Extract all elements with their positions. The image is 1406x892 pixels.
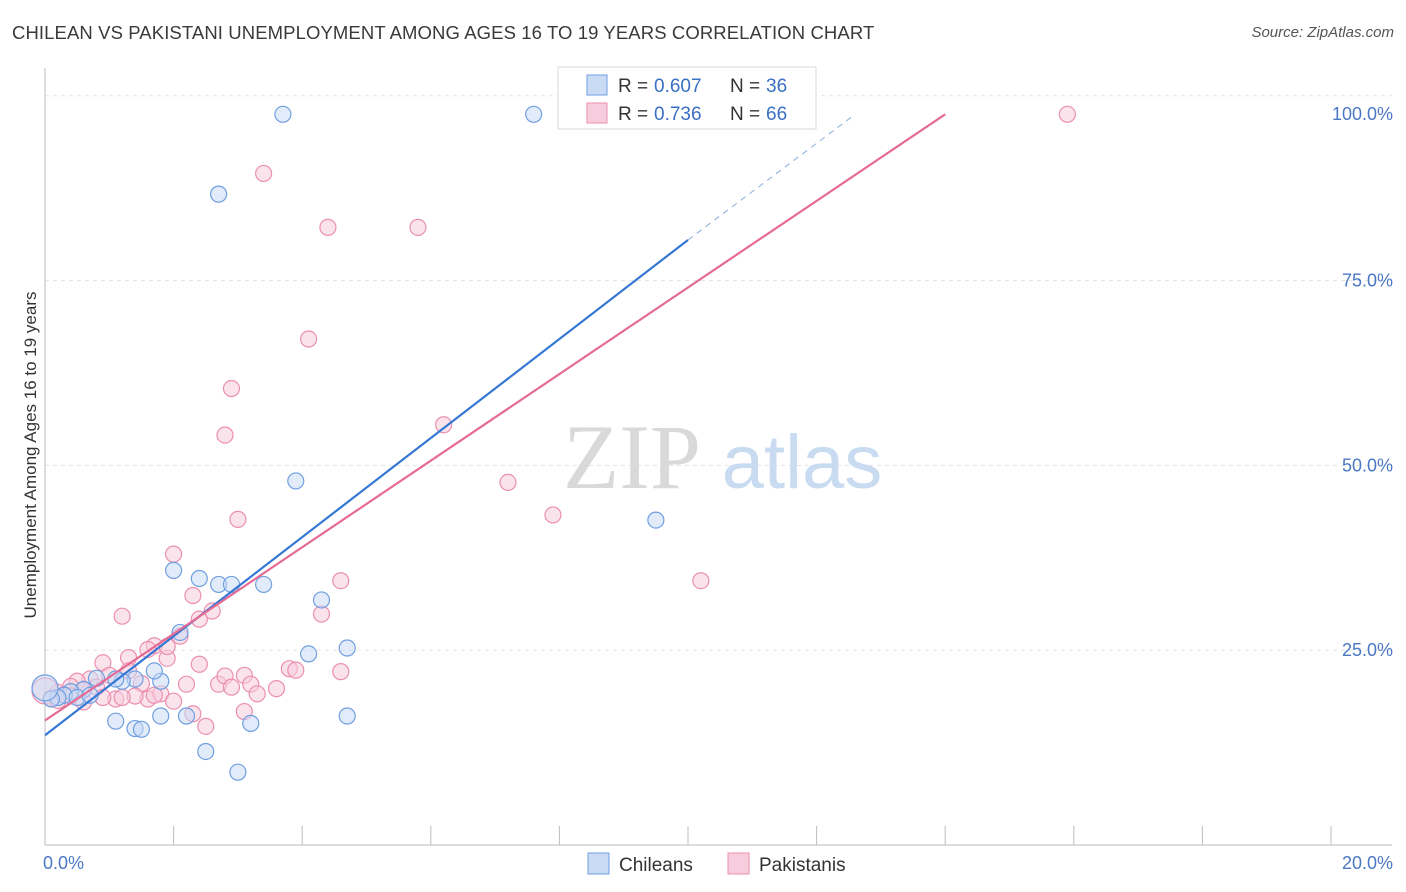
tick-labels: 25.0% 50.0% 75.0% 100.0% 0.0% 20.0% bbox=[43, 104, 1393, 873]
pakistanis-point-21 bbox=[190, 610, 208, 628]
legend-r-value-pakistanis: 0.736 bbox=[654, 104, 702, 125]
watermark-zip: ZIP bbox=[563, 406, 701, 508]
chileans-point-32 bbox=[177, 707, 196, 725]
legend-n-value-pakistanis: 66 bbox=[766, 104, 787, 125]
pakistanis-point-16 bbox=[203, 602, 221, 620]
chileans-point-5 bbox=[165, 561, 183, 579]
y-tick-label-3: 100.0% bbox=[1332, 104, 1393, 124]
chileans-point-30 bbox=[132, 720, 151, 738]
axes bbox=[44, 68, 1392, 846]
watermark: ZIP atlas bbox=[563, 406, 882, 508]
chileans-point-24 bbox=[31, 674, 59, 702]
pakistanis-point-46 bbox=[177, 675, 196, 693]
pakistanis-point-8 bbox=[216, 426, 234, 444]
legend: R = 0.607 N = 36 R = 0.736 N = 66 bbox=[557, 66, 817, 130]
bottom-legend-chileans: Chileans bbox=[619, 855, 693, 876]
trend-lines bbox=[44, 113, 946, 737]
pakistanis-point-59 bbox=[197, 717, 215, 735]
pakistanis-point-65 bbox=[248, 685, 266, 703]
x-tick-label-max: 20.0% bbox=[1342, 853, 1393, 873]
bottom-legend-swatch-chileans bbox=[587, 852, 610, 875]
legend-swatch-pakistanis bbox=[586, 102, 608, 124]
pakistanis-point-28 bbox=[190, 655, 208, 673]
pakistanis-point-12 bbox=[544, 506, 562, 524]
pakistanis-point-51 bbox=[222, 678, 241, 696]
pakistanis-point-6 bbox=[300, 330, 318, 348]
chileans-point-35 bbox=[197, 742, 215, 761]
chileans-points bbox=[31, 105, 665, 781]
pakistanis-point-5 bbox=[409, 218, 427, 236]
pakistanis-point-15 bbox=[184, 586, 202, 605]
legend-n-value-chileans: 36 bbox=[766, 76, 787, 97]
pakistanis-point-49 bbox=[267, 680, 286, 698]
bottom-legend: Chileans Pakistanis bbox=[587, 852, 846, 876]
pakistanis-point-61 bbox=[113, 688, 131, 707]
chileans-point-9 bbox=[255, 575, 273, 594]
legend-r-label-chileans: R = bbox=[618, 76, 648, 97]
pakistanis-point-2 bbox=[1058, 105, 1076, 123]
chileans-point-4 bbox=[647, 511, 665, 529]
grid-lines bbox=[45, 95, 1392, 651]
pakistanis-point-13 bbox=[229, 510, 247, 528]
pakistanis-point-18 bbox=[692, 572, 710, 590]
chileans-point-36 bbox=[229, 763, 247, 781]
chileans-point-0 bbox=[274, 105, 292, 123]
pakistanis-point-31 bbox=[287, 661, 305, 679]
chileans-point-18 bbox=[87, 669, 106, 687]
y-axis-label: Unemployment Among Ages 16 to 19 years bbox=[21, 292, 40, 619]
pakistanis-point-4 bbox=[319, 218, 337, 236]
legend-r-value-chileans: 0.607 bbox=[654, 76, 702, 97]
y-tick-label-1: 50.0% bbox=[1342, 455, 1393, 475]
x-tick-label-min: 0.0% bbox=[43, 853, 84, 873]
y-tick-label-0: 25.0% bbox=[1342, 640, 1393, 660]
legend-swatch-chileans bbox=[586, 74, 608, 96]
chart-source: Source: ZipAtlas.com bbox=[1251, 24, 1394, 41]
watermark-atlas: atlas bbox=[722, 420, 883, 505]
pakistanis-point-32 bbox=[332, 663, 350, 681]
y-tick-label-2: 75.0% bbox=[1342, 271, 1393, 291]
legend-r-label-pakistanis: R = bbox=[618, 104, 648, 125]
pakistanis-trend-line bbox=[44, 113, 946, 722]
chileans-point-12 bbox=[300, 645, 318, 663]
pakistanis-point-7 bbox=[222, 379, 241, 398]
pakistanis-point-60 bbox=[145, 686, 163, 704]
pakistanis-point-62 bbox=[165, 692, 183, 710]
chileans-point-10 bbox=[312, 591, 331, 609]
pakistanis-point-10 bbox=[499, 473, 517, 492]
chileans-point-28 bbox=[107, 712, 125, 730]
pakistanis-point-17 bbox=[332, 572, 350, 590]
chileans-trend-line bbox=[44, 239, 689, 737]
pakistanis-point-20 bbox=[113, 607, 131, 625]
chart-title: CHILEAN VS PAKISTANI UNEMPLOYMENT AMONG … bbox=[12, 22, 875, 43]
chileans-point-33 bbox=[242, 714, 260, 732]
chileans-point-1 bbox=[525, 105, 543, 123]
chileans-point-6 bbox=[190, 569, 208, 588]
bottom-legend-swatch-pakistanis bbox=[727, 852, 750, 875]
pakistanis-points bbox=[31, 105, 1076, 735]
pakistanis-point-9 bbox=[435, 416, 453, 434]
chileans-point-16 bbox=[145, 662, 163, 680]
legend-n-label-pakistanis: N = bbox=[730, 104, 760, 125]
pakistanis-point-11 bbox=[165, 545, 183, 563]
bottom-legend-pakistanis: Pakistanis bbox=[759, 855, 846, 876]
pakistanis-point-3 bbox=[255, 164, 273, 183]
chileans-point-34 bbox=[338, 707, 356, 725]
chileans-trend-extension bbox=[687, 113, 856, 241]
chileans-point-31 bbox=[152, 707, 170, 725]
chileans-point-3 bbox=[287, 472, 305, 490]
chileans-point-13 bbox=[338, 639, 356, 657]
chileans-point-2 bbox=[210, 185, 228, 203]
legend-n-label-chileans: N = bbox=[730, 76, 760, 97]
